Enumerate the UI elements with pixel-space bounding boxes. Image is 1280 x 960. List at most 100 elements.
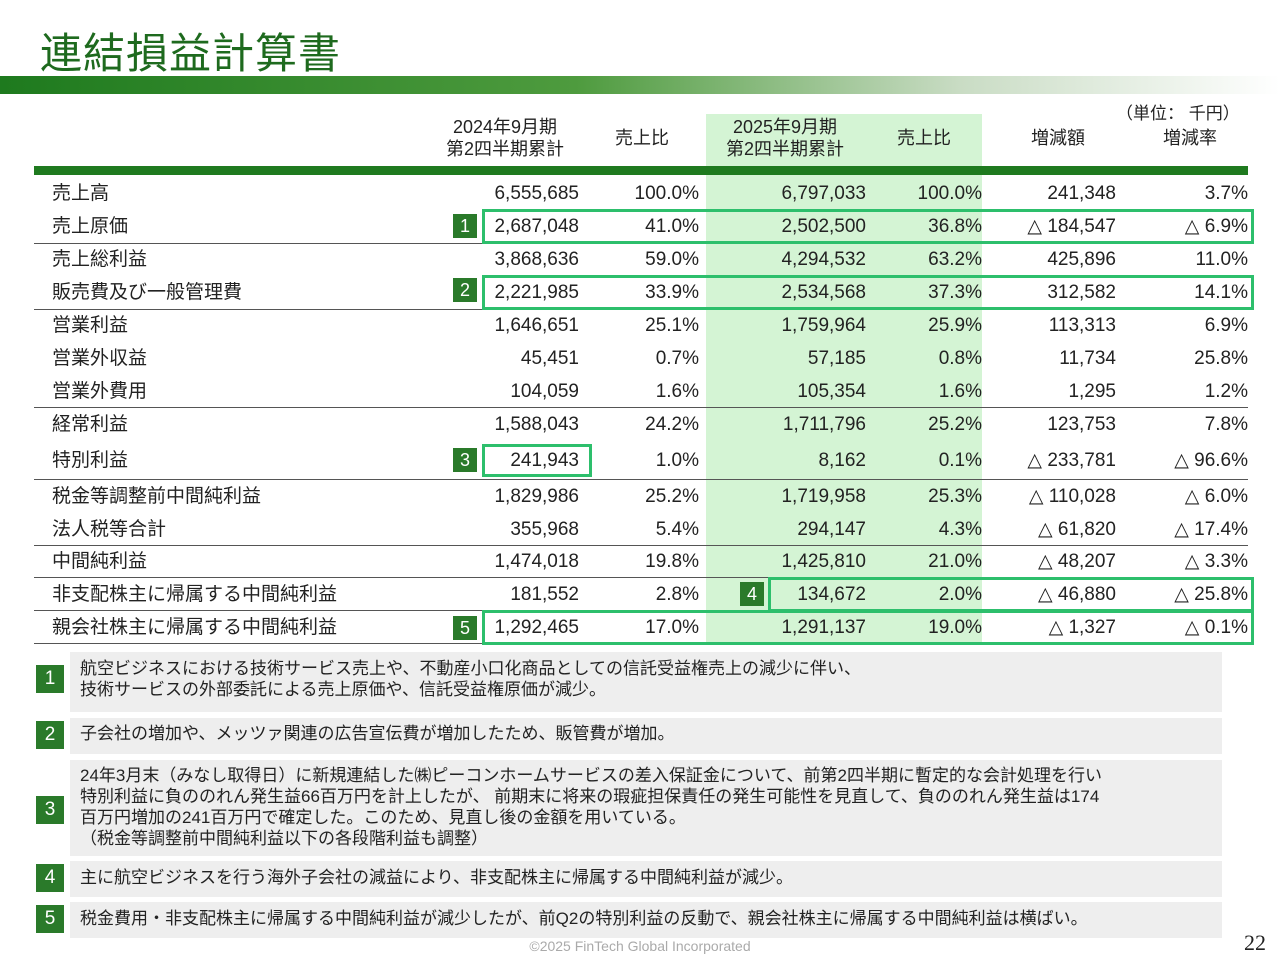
note-1: 航空ビジネスにおける技術サービス売上や、不動産小口化商品としての信託受益権売上の…: [70, 652, 1222, 712]
row-divider: [34, 545, 1248, 546]
prev-value: 3,868,636: [494, 249, 579, 270]
marker-badge-1: 1: [453, 214, 477, 238]
table-row: 非支配株主に帰属する中間純利益 181,552 2.8% 134,672 2.0…: [34, 578, 1248, 611]
prev-value: 6,555,685: [494, 183, 579, 204]
current-ratio: 63.2%: [928, 249, 982, 270]
prev-ratio: 19.8%: [645, 551, 699, 572]
diff-rate: 25.8%: [1194, 348, 1248, 369]
diff-rate: 7.8%: [1204, 414, 1248, 435]
note-2-line: 子会社の増加や、メッツァ関連の広告宣伝費が増加したため、販管費が増加。: [80, 724, 675, 743]
current-ratio: 21.0%: [928, 551, 982, 572]
prev-ratio: 5.4%: [655, 519, 699, 540]
row-label: 中間純利益: [52, 551, 148, 572]
current-value: 1,291,137: [781, 617, 866, 638]
marker-badge-2: 2: [453, 278, 477, 302]
table-row: 売上総利益 3,868,636 59.0% 4,294,532 63.2% 42…: [34, 243, 1248, 276]
row-divider: [34, 577, 1248, 578]
current-value: 1,425,810: [781, 551, 866, 572]
prev-ratio: 41.0%: [645, 216, 699, 237]
note-5-line: 税金費用・非支配株主に帰属する中間純利益が減少したが、前Q2の特別利益の反動で、…: [80, 909, 1088, 928]
row-label: 営業外収益: [52, 348, 148, 369]
header-prev-period-line2: 第2四半期累計: [445, 139, 564, 159]
row-label: 税金等調整前中間純利益: [52, 486, 262, 507]
current-ratio: 25.9%: [928, 315, 982, 336]
prev-value: 1,588,043: [494, 414, 579, 435]
note-1-line: 航空ビジネスにおける技術サービス売上や、不動産小口化商品としての信託受益権売上の…: [80, 659, 861, 678]
marker-badge-4: 4: [740, 582, 764, 606]
diff-value: 11,734: [1059, 348, 1116, 369]
header-current-period-line1: 2025年9月期: [732, 117, 838, 137]
row-label: 売上高: [52, 183, 110, 204]
diff-rate: 3.7%: [1204, 183, 1248, 204]
header-diff: 増減額: [1031, 128, 1085, 148]
current-ratio: 100.0%: [917, 183, 982, 204]
current-value: 134,672: [797, 584, 866, 605]
title-underline: [0, 76, 1280, 94]
table-row: 売上高 6,555,685 100.0% 6,797,033 100.0% 24…: [34, 177, 1248, 210]
row-label: 営業外費用: [52, 381, 148, 402]
prev-value: 241,943: [510, 450, 579, 471]
current-ratio: 36.8%: [928, 216, 982, 237]
note-2: 子会社の増加や、メッツァ関連の広告宣伝費が増加したため、販管費が増加。: [70, 718, 1222, 754]
table-row: 親会社株主に帰属する中間純利益 1,292,465 17.0% 1,291,13…: [34, 611, 1248, 644]
table-row: 中間純利益 1,474,018 19.8% 1,425,810 21.0% △ …: [34, 545, 1248, 578]
row-label: 売上原価: [52, 216, 129, 237]
note-3-line: （税金等調整前中間純利益以下の各段階利益も調整）: [80, 829, 488, 848]
diff-rate: 14.1%: [1194, 282, 1248, 303]
current-period-highlight: [706, 114, 982, 644]
diff-rate: 11.0%: [1195, 249, 1248, 270]
diff-rate: △ 17.4%: [1174, 519, 1248, 540]
marker-badge-5: 5: [453, 616, 477, 640]
diff-value: △ 1,327: [1048, 617, 1116, 638]
unit-label: （単位： 千円）: [1116, 104, 1240, 123]
row-label: 売上総利益: [52, 249, 148, 270]
diff-rate: △ 96.6%: [1174, 450, 1248, 471]
row-label: 販売費及び一般管理費: [52, 282, 243, 303]
note-3: 24年3月末（みなし取得日）に新規連結した㈱ピーコンホームサービスの差入保証金に…: [70, 760, 1222, 856]
prev-value: 1,646,651: [494, 315, 579, 336]
diff-rate: 1.2%: [1204, 381, 1248, 402]
note-badge-1: 1: [36, 665, 64, 693]
note-badge-2: 2: [36, 721, 64, 749]
note-5: 税金費用・非支配株主に帰属する中間純利益が減少したが、前Q2の特別利益の反動で、…: [70, 902, 1222, 938]
current-value: 6,797,033: [781, 183, 866, 204]
row-label: 特別利益: [52, 450, 129, 471]
current-value: 4,294,532: [781, 249, 866, 270]
diff-value: △ 233,781: [1027, 450, 1116, 471]
table-row: 法人税等合計 355,968 5.4% 294,147 4.3% △ 61,82…: [34, 513, 1248, 546]
diff-value: △ 61,820: [1037, 519, 1116, 540]
diff-value: 425,896: [1047, 249, 1116, 270]
row-label: 法人税等合計: [52, 519, 167, 540]
current-ratio: 37.3%: [928, 282, 982, 303]
current-value: 8,162: [818, 450, 866, 471]
copyright-footer: ©2025 FinTech Global Incorporated: [529, 938, 751, 954]
diff-rate: △ 3.3%: [1184, 551, 1248, 572]
diff-value: 241,348: [1047, 183, 1116, 204]
current-ratio: 19.0%: [928, 617, 982, 638]
diff-value: 312,582: [1047, 282, 1116, 303]
diff-value: △ 48,207: [1037, 551, 1116, 572]
header-divider: [34, 166, 1248, 175]
current-value: 57,185: [807, 348, 866, 369]
highlight-box-5: [482, 610, 1254, 645]
prev-ratio: 33.9%: [645, 282, 699, 303]
current-ratio: 1.6%: [938, 381, 982, 402]
current-ratio: 25.2%: [928, 414, 982, 435]
header-current-period: 2025年9月期 第2四半期累計: [708, 116, 862, 160]
row-label: 非支配株主に帰属する中間純利益: [52, 584, 338, 605]
diff-value: △ 184,547: [1027, 216, 1116, 237]
note-badge-3: 3: [36, 796, 64, 824]
prev-ratio: 24.2%: [645, 414, 699, 435]
page-title: 連結損益計算書: [40, 29, 342, 78]
prev-value: 2,687,048: [494, 216, 579, 237]
table-row: 営業外費用 104,059 1.6% 105,354 1.6% 1,295 1.…: [34, 375, 1248, 408]
highlight-box-4: [768, 577, 1254, 612]
current-ratio: 4.3%: [938, 519, 982, 540]
prev-value: 1,829,986: [494, 486, 579, 507]
highlight-box-3: [482, 444, 592, 477]
header-current-period-line2: 第2四半期累計: [725, 139, 844, 159]
diff-value: △ 110,028: [1028, 486, 1116, 507]
diff-value: 1,295: [1068, 381, 1116, 402]
current-value: 2,534,568: [781, 282, 866, 303]
highlight-box-2: [482, 275, 1254, 310]
